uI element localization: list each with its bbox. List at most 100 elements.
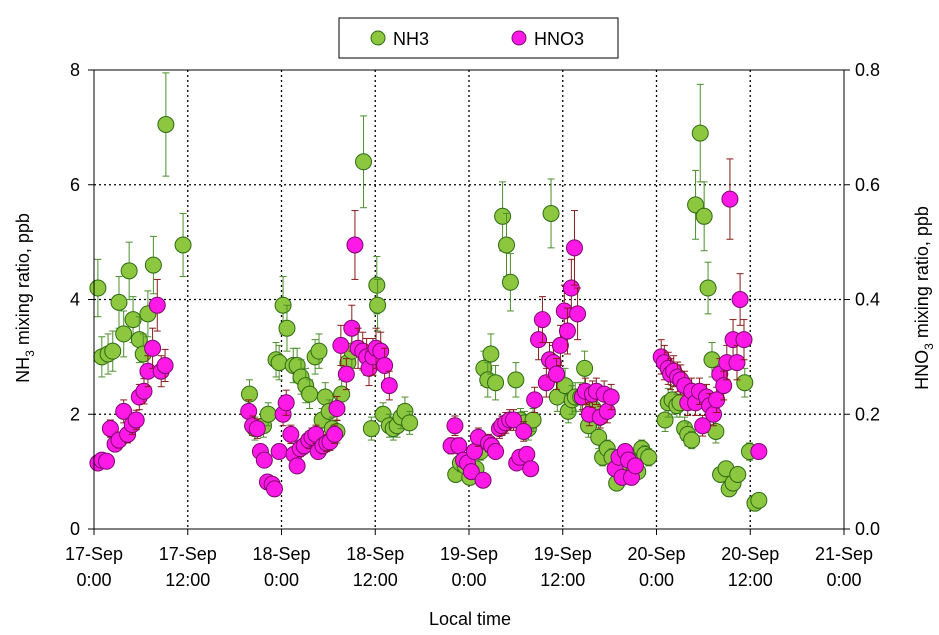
x-tick-label-time: 0:00 [264,570,299,590]
point-hno3 [248,420,266,438]
point-hno3 [380,377,398,395]
point-hno3 [548,365,565,383]
legend-marker-nh3 [370,30,386,46]
point-nh3 [656,411,674,429]
point-hno3 [346,236,364,254]
x-tick-label-time: 0:00 [76,570,111,590]
x-tick-label-time: 12:00 [540,570,585,590]
point-hno3 [240,402,258,420]
point-nh3 [687,196,705,214]
x-axis-title: Local time [429,609,511,629]
x-tick-label-time: 12:00 [728,570,773,590]
point-hno3 [270,443,288,461]
point-nh3 [355,153,373,171]
point-nh3 [703,351,721,369]
point-hno3 [750,443,768,461]
point-hno3 [446,417,464,435]
x-tick-label-time: 12:00 [165,570,210,590]
point-hno3 [626,457,644,475]
right-y-tick-label: 0.6 [855,175,880,195]
point-nh3 [507,371,525,389]
x-tick-label-time: 12:00 [353,570,398,590]
point-hno3 [551,336,569,354]
point-nh3 [683,431,701,449]
point-hno3 [337,365,355,383]
point-nh3 [369,296,387,314]
right-y-tick-label: 0.2 [855,404,880,424]
point-hno3 [487,443,505,461]
point-nh3 [259,405,277,423]
point-hno3 [526,391,544,409]
point-hno3 [255,451,273,469]
point-hno3 [376,356,394,374]
point-nh3 [174,236,192,254]
point-hno3 [705,405,723,423]
right-y-axis-title: HNO3 mixing ratio, ppb [912,206,936,390]
point-hno3 [115,402,133,420]
point-nh3 [482,345,500,363]
point-hno3 [288,457,306,475]
point-hno3 [450,437,468,455]
point-nh3 [110,293,128,311]
point-nh3 [401,414,419,432]
point-nh3 [240,385,258,403]
point-hno3 [530,331,548,349]
point-hno3 [277,394,295,412]
point-nh3 [576,359,594,377]
x-tick-label-date: 19-Sep [534,544,592,564]
point-nh3 [501,273,519,291]
point-nh3 [310,342,328,360]
left-y-tick-label: 6 [70,175,80,195]
point-nh3 [729,465,747,483]
legend-label-hno3: HNO3 [534,29,584,49]
left-y-tick-label: 2 [70,404,80,424]
point-hno3 [598,402,616,420]
data-marks [89,72,768,512]
point-nh3 [115,325,133,343]
x-tick-label-time: 0:00 [639,570,674,590]
point-nh3 [498,236,515,254]
point-hno3 [569,305,587,323]
point-hno3 [522,460,540,478]
point-nh3 [542,204,560,222]
point-nh3 [144,256,162,274]
point-nh3 [104,342,122,360]
point-hno3 [728,354,746,372]
axis-ticks: 17-Sep 0:00 17-Sep 12:00 18-Sep 0:00 18-Sep 12:… [65,60,880,590]
point-hno3 [505,411,523,429]
x-tick-label-date: 20-Sep [721,544,779,564]
point-nh3 [89,279,107,297]
point-nh3 [368,276,386,294]
point-nh3 [736,374,754,392]
point-hno3 [265,480,283,498]
point-hno3 [282,425,300,443]
x-tick-label-date: 17-Sep [65,544,123,564]
point-hno3 [518,445,536,463]
point-nh3 [691,124,709,142]
point-hno3 [602,388,620,406]
point-hno3 [558,322,576,340]
point-nh3 [695,207,713,225]
point-hno3 [135,382,153,400]
point-hno3 [101,420,119,438]
x-tick-label-date: 18-Sep [346,544,404,564]
left-y-tick-label: 4 [70,290,80,310]
point-nh3 [640,448,658,466]
point-hno3 [721,190,739,208]
point-hno3 [148,296,166,314]
point-nh3 [157,116,175,134]
point-hno3 [98,452,115,470]
x-tick-label-date: 21-Sep [815,544,873,564]
point-nh3 [333,385,351,403]
point-nh3 [750,491,768,509]
x-tick-label-time: 0:00 [826,570,861,590]
point-nh3 [124,311,142,329]
point-nh3 [590,428,608,446]
x-tick-label-time: 0:00 [451,570,486,590]
point-nh3 [270,354,288,372]
point-hno3 [731,291,749,308]
point-hno3 [127,411,145,429]
point-hno3 [462,463,480,481]
point-hno3 [533,311,551,329]
